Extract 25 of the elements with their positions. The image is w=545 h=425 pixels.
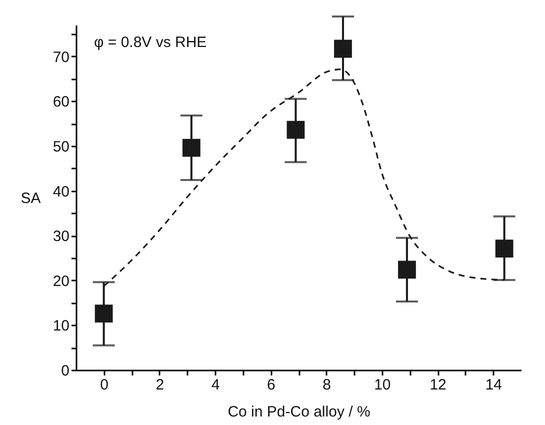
y-tick-label: 40 [52, 183, 70, 200]
point [334, 40, 352, 58]
y-tick-label: 50 [52, 138, 70, 156]
x-tick-label: 2 [156, 376, 164, 394]
x-tick-label: 8 [322, 376, 331, 394]
point [398, 260, 416, 279]
point [182, 138, 200, 157]
x-axis-title: Co in Pd-Co alloy / % [228, 404, 370, 420]
y-tick-label: 60 [52, 94, 70, 111]
y-tick-label: 20 [52, 272, 70, 290]
annotation: φ = 0.8V vs RHE [94, 34, 207, 51]
point [286, 120, 305, 139]
point [94, 304, 113, 322]
y-tick-label: 30 [52, 228, 70, 246]
x-tick-label: 12 [430, 376, 446, 394]
x-tick-label: 14 [485, 376, 502, 394]
x-tick-label: 10 [374, 376, 391, 394]
x-tick-label: 6 [267, 376, 276, 394]
y-tick-label: 10 [52, 318, 70, 335]
point [495, 240, 514, 258]
x-tick-label: 0 [100, 376, 108, 394]
x-tick-label: 4 [211, 376, 220, 394]
y-tick-label: 0 [61, 362, 70, 380]
y-tick-label: 70 [52, 48, 70, 66]
y-axis-title: SA [20, 190, 41, 207]
